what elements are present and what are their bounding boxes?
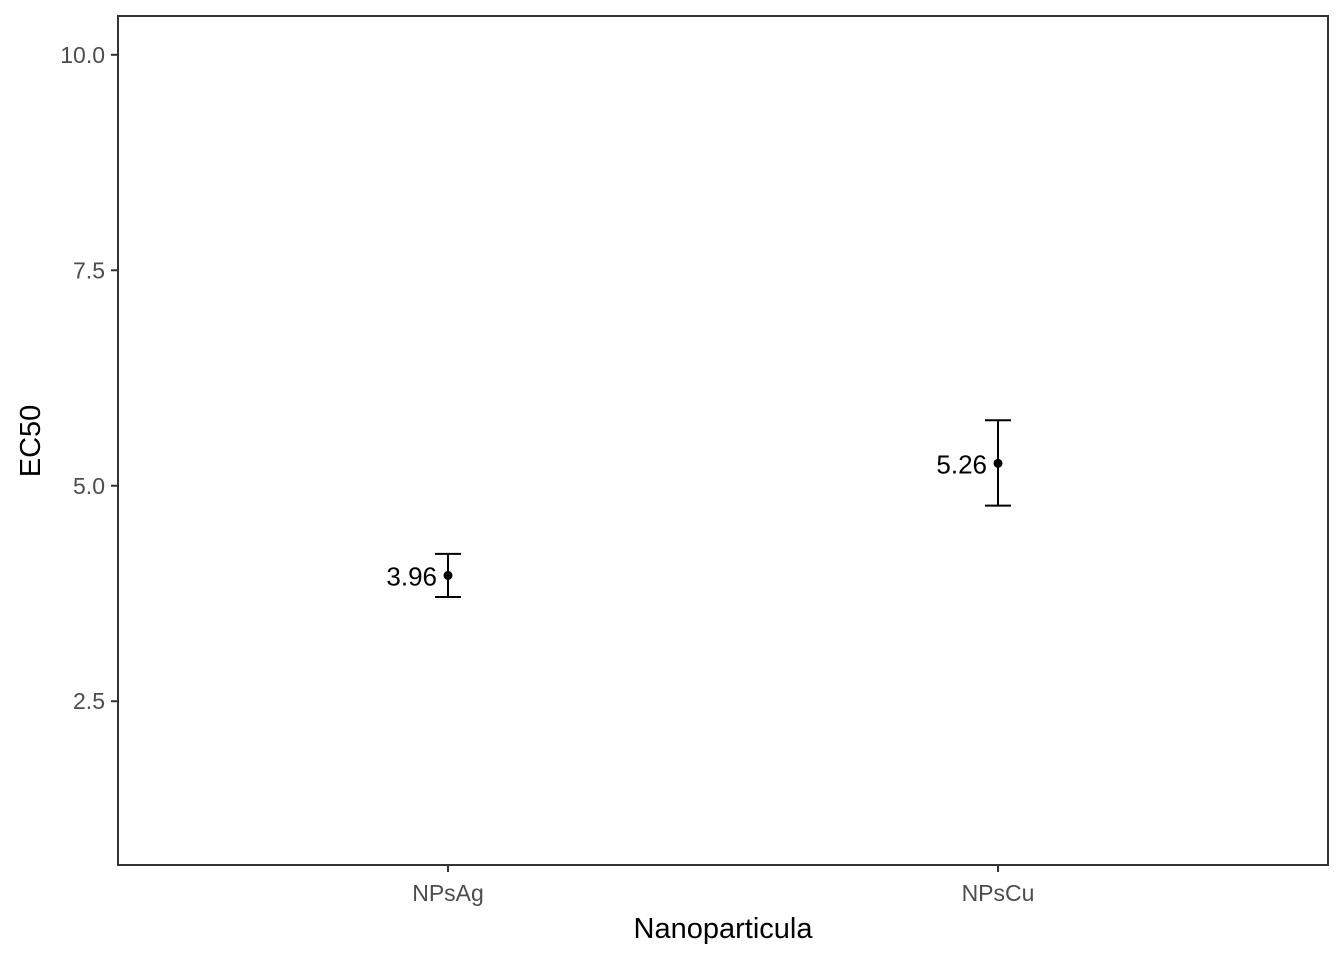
x-axis: NPsAg NPsCu — [412, 865, 1034, 906]
y-axis: 2.5 5.0 7.5 10.0 — [60, 42, 118, 714]
y-tick-label: 2.5 — [73, 688, 105, 714]
y-tick-label: 10.0 — [60, 42, 105, 68]
x-axis-title: Nanoparticula — [634, 913, 814, 945]
y-axis-title: EC50 — [15, 405, 47, 478]
data-label: 3.96 — [386, 561, 437, 591]
y-tick-label: 7.5 — [73, 257, 105, 283]
panel-border — [117, 15, 1329, 866]
x-tick-label: NPsAg — [412, 880, 484, 906]
data-label: 5.26 — [936, 449, 987, 479]
x-tick-label: NPsCu — [962, 880, 1035, 906]
y-tick-label: 5.0 — [73, 473, 105, 499]
data-point — [443, 570, 453, 580]
data-marks: 3.96 5.26 — [386, 419, 1011, 598]
data-point — [993, 458, 1003, 468]
